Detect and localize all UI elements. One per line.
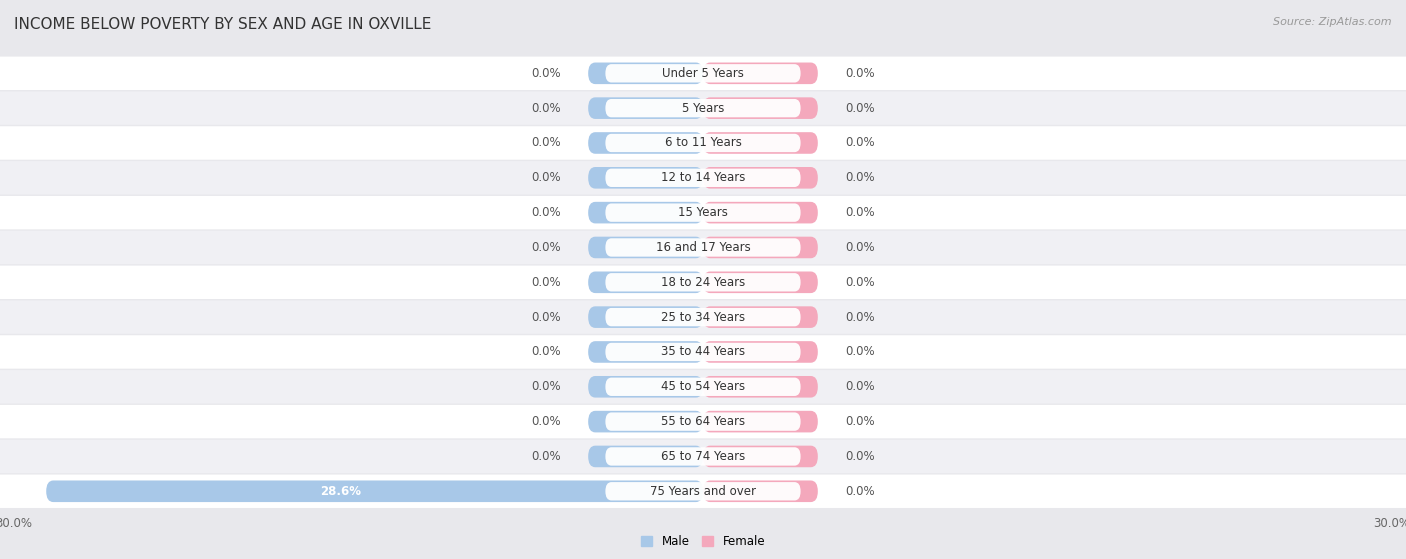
FancyBboxPatch shape bbox=[606, 203, 800, 222]
Text: 0.0%: 0.0% bbox=[845, 171, 875, 184]
Text: 0.0%: 0.0% bbox=[531, 276, 561, 289]
FancyBboxPatch shape bbox=[606, 482, 800, 500]
Text: 0.0%: 0.0% bbox=[531, 171, 561, 184]
Text: 0.0%: 0.0% bbox=[845, 415, 875, 428]
Text: 0.0%: 0.0% bbox=[845, 485, 875, 498]
FancyBboxPatch shape bbox=[606, 343, 800, 361]
FancyBboxPatch shape bbox=[588, 97, 703, 119]
FancyBboxPatch shape bbox=[588, 167, 703, 188]
FancyBboxPatch shape bbox=[588, 63, 703, 84]
Text: 0.0%: 0.0% bbox=[845, 276, 875, 289]
Text: 0.0%: 0.0% bbox=[845, 450, 875, 463]
Text: 0.0%: 0.0% bbox=[531, 206, 561, 219]
Text: 0.0%: 0.0% bbox=[531, 380, 561, 394]
Text: 0.0%: 0.0% bbox=[845, 206, 875, 219]
Text: 35 to 44 Years: 35 to 44 Years bbox=[661, 345, 745, 358]
FancyBboxPatch shape bbox=[588, 411, 703, 433]
FancyBboxPatch shape bbox=[606, 273, 800, 291]
FancyBboxPatch shape bbox=[588, 306, 703, 328]
FancyBboxPatch shape bbox=[703, 167, 818, 188]
FancyBboxPatch shape bbox=[703, 481, 818, 502]
FancyBboxPatch shape bbox=[0, 266, 1406, 299]
Text: 0.0%: 0.0% bbox=[531, 67, 561, 80]
FancyBboxPatch shape bbox=[0, 335, 1406, 369]
FancyBboxPatch shape bbox=[0, 126, 1406, 160]
FancyBboxPatch shape bbox=[0, 405, 1406, 438]
FancyBboxPatch shape bbox=[703, 97, 818, 119]
Text: 0.0%: 0.0% bbox=[845, 241, 875, 254]
FancyBboxPatch shape bbox=[588, 446, 703, 467]
FancyBboxPatch shape bbox=[588, 272, 703, 293]
Text: 0.0%: 0.0% bbox=[531, 311, 561, 324]
FancyBboxPatch shape bbox=[606, 447, 800, 466]
FancyBboxPatch shape bbox=[588, 341, 703, 363]
Text: Under 5 Years: Under 5 Years bbox=[662, 67, 744, 80]
Text: 0.0%: 0.0% bbox=[845, 345, 875, 358]
FancyBboxPatch shape bbox=[606, 99, 800, 117]
Text: 55 to 64 Years: 55 to 64 Years bbox=[661, 415, 745, 428]
Legend: Male, Female: Male, Female bbox=[641, 535, 765, 548]
FancyBboxPatch shape bbox=[606, 308, 800, 326]
FancyBboxPatch shape bbox=[588, 202, 703, 224]
FancyBboxPatch shape bbox=[703, 306, 818, 328]
Text: 0.0%: 0.0% bbox=[531, 102, 561, 115]
Text: 6 to 11 Years: 6 to 11 Years bbox=[665, 136, 741, 149]
FancyBboxPatch shape bbox=[0, 56, 1406, 90]
Text: 28.6%: 28.6% bbox=[319, 485, 361, 498]
FancyBboxPatch shape bbox=[703, 272, 818, 293]
FancyBboxPatch shape bbox=[0, 161, 1406, 195]
FancyBboxPatch shape bbox=[0, 300, 1406, 334]
Text: 0.0%: 0.0% bbox=[845, 136, 875, 149]
FancyBboxPatch shape bbox=[0, 231, 1406, 264]
FancyBboxPatch shape bbox=[0, 196, 1406, 229]
FancyBboxPatch shape bbox=[606, 64, 800, 83]
FancyBboxPatch shape bbox=[0, 475, 1406, 508]
FancyBboxPatch shape bbox=[703, 236, 818, 258]
Text: 0.0%: 0.0% bbox=[531, 241, 561, 254]
Text: 75 Years and over: 75 Years and over bbox=[650, 485, 756, 498]
Text: 25 to 34 Years: 25 to 34 Years bbox=[661, 311, 745, 324]
Text: Source: ZipAtlas.com: Source: ZipAtlas.com bbox=[1274, 17, 1392, 27]
Text: 0.0%: 0.0% bbox=[845, 67, 875, 80]
FancyBboxPatch shape bbox=[703, 63, 818, 84]
FancyBboxPatch shape bbox=[588, 376, 703, 397]
Text: INCOME BELOW POVERTY BY SEX AND AGE IN OXVILLE: INCOME BELOW POVERTY BY SEX AND AGE IN O… bbox=[14, 17, 432, 32]
Text: 15 Years: 15 Years bbox=[678, 206, 728, 219]
FancyBboxPatch shape bbox=[606, 378, 800, 396]
FancyBboxPatch shape bbox=[0, 440, 1406, 473]
FancyBboxPatch shape bbox=[703, 376, 818, 397]
Text: 0.0%: 0.0% bbox=[531, 415, 561, 428]
Text: 0.0%: 0.0% bbox=[531, 136, 561, 149]
Text: 0.0%: 0.0% bbox=[845, 102, 875, 115]
FancyBboxPatch shape bbox=[606, 238, 800, 257]
Text: 5 Years: 5 Years bbox=[682, 102, 724, 115]
FancyBboxPatch shape bbox=[703, 411, 818, 433]
FancyBboxPatch shape bbox=[606, 169, 800, 187]
FancyBboxPatch shape bbox=[703, 202, 818, 224]
FancyBboxPatch shape bbox=[606, 134, 800, 152]
Text: 65 to 74 Years: 65 to 74 Years bbox=[661, 450, 745, 463]
FancyBboxPatch shape bbox=[703, 446, 818, 467]
Text: 0.0%: 0.0% bbox=[531, 450, 561, 463]
FancyBboxPatch shape bbox=[588, 236, 703, 258]
Text: 12 to 14 Years: 12 to 14 Years bbox=[661, 171, 745, 184]
FancyBboxPatch shape bbox=[0, 370, 1406, 404]
FancyBboxPatch shape bbox=[0, 92, 1406, 125]
Text: 0.0%: 0.0% bbox=[845, 311, 875, 324]
FancyBboxPatch shape bbox=[703, 341, 818, 363]
Text: 16 and 17 Years: 16 and 17 Years bbox=[655, 241, 751, 254]
Text: 18 to 24 Years: 18 to 24 Years bbox=[661, 276, 745, 289]
Text: 0.0%: 0.0% bbox=[531, 345, 561, 358]
FancyBboxPatch shape bbox=[46, 481, 703, 502]
Text: 0.0%: 0.0% bbox=[845, 380, 875, 394]
FancyBboxPatch shape bbox=[588, 132, 703, 154]
FancyBboxPatch shape bbox=[703, 132, 818, 154]
FancyBboxPatch shape bbox=[606, 413, 800, 431]
Text: 45 to 54 Years: 45 to 54 Years bbox=[661, 380, 745, 394]
